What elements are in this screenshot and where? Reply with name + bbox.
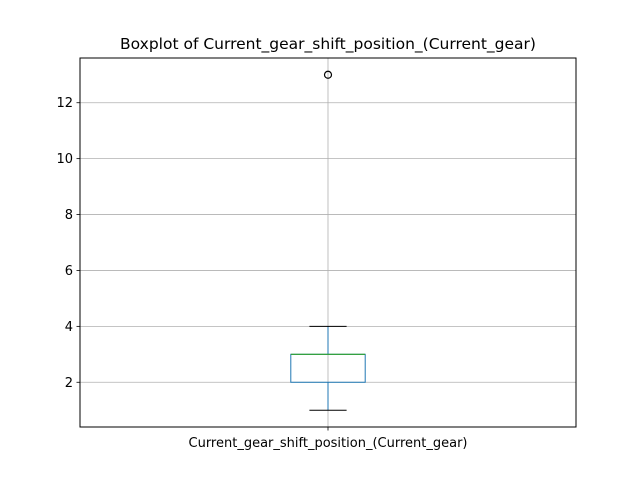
grid-lines	[80, 58, 576, 427]
y-tick-label: 4	[65, 320, 73, 335]
box-group	[290, 70, 366, 411]
outlier-point	[323, 70, 333, 79]
y-tick-label: 10	[56, 152, 73, 167]
axes: 2 4 6 8 10 12 Current_gear_shift_position_(Cur…	[56, 96, 467, 451]
y-tick-label: 8	[65, 208, 73, 223]
y-tick-label: 2	[65, 376, 73, 391]
y-tick-label: 6	[65, 264, 73, 279]
x-tick-label: Current_gear_shift_position_(Current_gea…	[189, 436, 468, 451]
chart-title: Boxplot of Current_gear_shift_position_(…	[120, 35, 536, 54]
y-tick-label: 12	[56, 96, 73, 111]
